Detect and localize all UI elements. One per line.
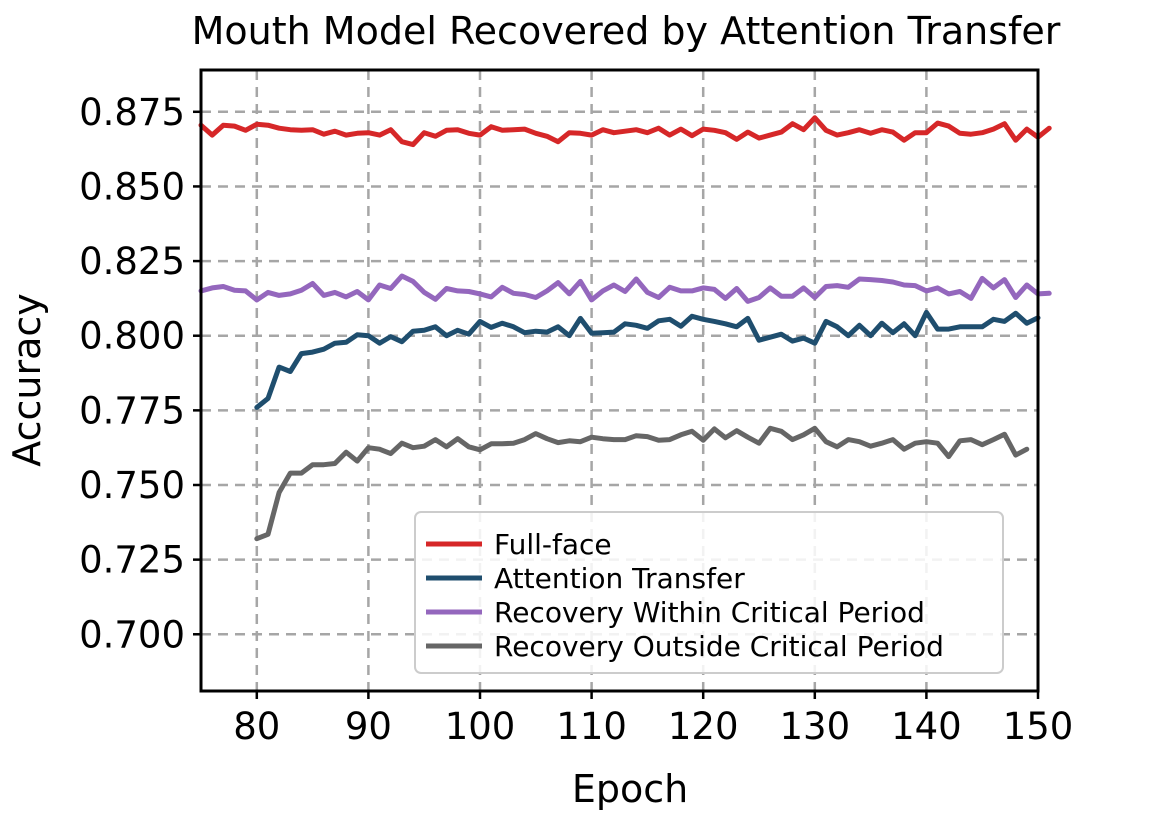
y-tick-label: 0.725: [79, 539, 185, 582]
series-lines: [198, 115, 1052, 542]
x-tick-label: 120: [668, 705, 739, 748]
plot-frame: [199, 68, 1040, 693]
x-tick-label: 130: [779, 705, 850, 748]
legend-label: Recovery Outside Critical Period: [494, 630, 944, 663]
series-line-recovery-outside-critical-period: [254, 425, 1030, 542]
legend-label: Recovery Within Critical Period: [494, 596, 925, 629]
x-axis-label: Epoch: [572, 767, 688, 811]
x-tick-label: 150: [1003, 705, 1074, 748]
y-tick-label: 0.750: [79, 464, 185, 507]
x-tick-label: 100: [445, 705, 516, 748]
y-tick-label: 0.875: [79, 91, 185, 134]
x-tick-label: 90: [345, 705, 392, 748]
x-tick-label: 110: [556, 705, 627, 748]
legend-label: Full-face: [494, 528, 612, 561]
y-tick-label: 0.800: [79, 315, 185, 358]
y-tick-label: 0.850: [79, 165, 185, 208]
series-line-attention-transfer: [254, 309, 1041, 410]
chart-title: Mouth Model Recovered by Attention Trans…: [192, 9, 1061, 53]
series-line-recovery-within-critical-period: [198, 273, 1052, 304]
series-line-full-face: [198, 115, 1052, 148]
x-tick-label: 80: [233, 705, 280, 748]
y-tick-label: 0.700: [79, 613, 185, 656]
legend-label: Attention Transfer: [494, 562, 745, 595]
legend-box: [414, 511, 1004, 674]
y-axis-label: Accuracy: [5, 293, 49, 467]
axis-ticks: 80 90 100 110 120 130 140 150 0.700 0.725 0.750 0.7…: [79, 91, 1073, 748]
y-tick-label: 0.775: [79, 389, 185, 432]
x-tick-label: 140: [891, 705, 962, 748]
y-tick-label: 0.825: [79, 240, 185, 283]
